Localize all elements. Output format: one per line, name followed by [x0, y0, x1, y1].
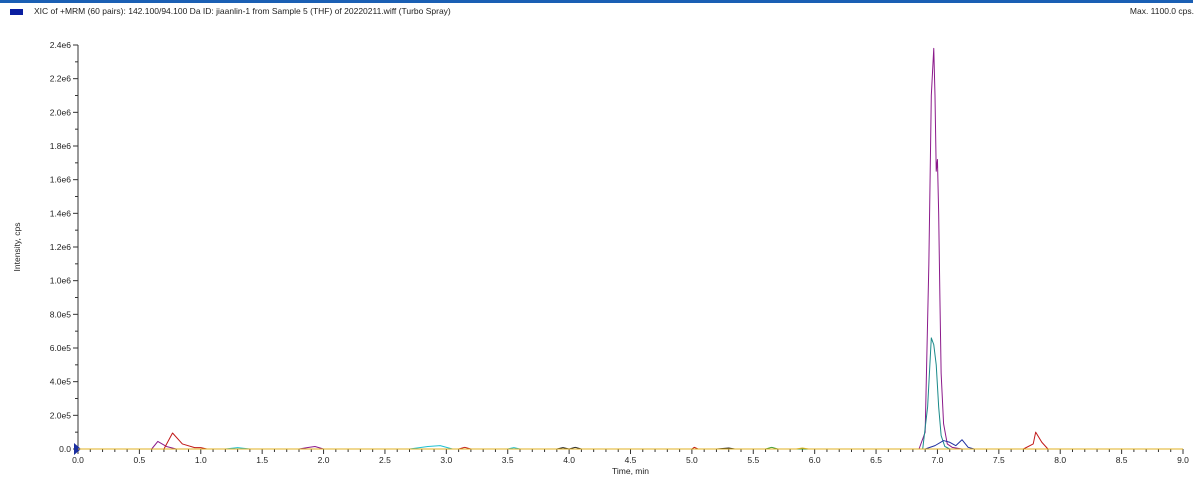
x-tick-label: 5.0	[686, 455, 698, 465]
y-tick-label: 4.0e5	[50, 377, 72, 387]
y-axis-title: Intensity, cps	[12, 223, 22, 272]
y-tick-label: 2.0e6	[50, 107, 72, 117]
x-tick-label: 5.5	[747, 455, 759, 465]
y-tick-label: 0.0	[59, 444, 71, 454]
series-line-5	[78, 439, 1183, 450]
max-intensity-label: Max. 1100.0 cps.	[1129, 6, 1194, 16]
series-layer	[78, 47, 1183, 450]
y-tick-label: 2.0e5	[50, 410, 72, 420]
series-line-1	[78, 47, 1183, 450]
y-tick-label: 6.0e5	[50, 343, 72, 353]
y-tick-label: 2.4e6	[50, 40, 72, 50]
series-line-2	[78, 431, 1183, 450]
y-tick-label: 1.0e6	[50, 276, 72, 286]
x-tick-label: 8.5	[1116, 455, 1128, 465]
x-tick-label: 7.0	[932, 455, 944, 465]
x-tick-label: 9.0	[1177, 455, 1189, 465]
x-tick-label: 0.0	[72, 455, 84, 465]
x-tick-label: 4.0	[563, 455, 575, 465]
chart-title: XIC of +MRM (60 pairs): 142.100/94.100 D…	[34, 6, 451, 16]
y-tick-label: 1.4e6	[50, 208, 72, 218]
y-tick-label: 8.0e5	[50, 309, 72, 319]
y-tick-label: 1.6e6	[50, 175, 72, 185]
series-line-8	[78, 447, 1183, 450]
x-tick-label: 2.5	[379, 455, 391, 465]
x-tick-label: 7.5	[993, 455, 1005, 465]
legend-swatch[interactable]	[10, 9, 23, 15]
x-tick-label: 3.5	[502, 455, 514, 465]
x-tick-label: 0.5	[133, 455, 145, 465]
x-tick-label: 8.0	[1054, 455, 1066, 465]
x-tick-label: 2.0	[318, 455, 330, 465]
x-tick-label: 6.0	[809, 455, 821, 465]
series-line-4	[78, 445, 1183, 450]
x-tick-label: 1.5	[256, 455, 268, 465]
chart-header: XIC of +MRM (60 pairs): 142.100/94.100 D…	[0, 3, 1200, 23]
y-tick-label: 2.2e6	[50, 74, 72, 84]
series-line-3	[78, 337, 1183, 450]
x-axis-title: Time, min	[612, 466, 649, 476]
y-tick-label: 1.8e6	[50, 141, 72, 151]
x-tick-label: 3.0	[440, 455, 452, 465]
y-tick-label: 1.2e6	[50, 242, 72, 252]
x-tick-label: 1.0	[195, 455, 207, 465]
header-accent-bar	[0, 0, 1193, 3]
axes: 0.0 0.5 1.0 1.5 2.0 2.5 3.0 3.5 4.0 4.5 5.0 5.5 6.0 6…	[50, 40, 1189, 465]
time-cursor-marker[interactable]	[74, 443, 81, 455]
x-tick-label: 4.5	[625, 455, 637, 465]
x-tick-label: 6.5	[870, 455, 882, 465]
